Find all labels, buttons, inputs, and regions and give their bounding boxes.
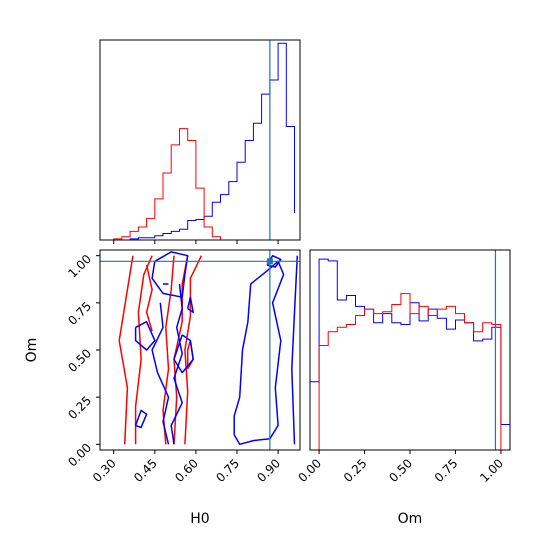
hist-om-panel [310, 250, 510, 450]
om-tick-label-x: 0.25 [341, 456, 370, 485]
om-tick-label-x: 0.75 [432, 456, 461, 485]
contour-red-4 [173, 255, 189, 445]
h0-tick-label: 0.45 [131, 456, 160, 485]
hist-om-frame [309, 249, 511, 451]
h0-tick-label: 0.60 [172, 456, 201, 485]
contour-red-2 [145, 264, 153, 332]
hist-h0-series-red [113, 128, 295, 240]
contour-red-1 [134, 255, 153, 445]
hist-h0-frame [99, 39, 301, 241]
contour-blue-8 [233, 260, 285, 446]
contour-blue-10 [291, 255, 299, 445]
om-tick-label-y: 0.25 [65, 393, 94, 422]
contour-blue-1 [151, 302, 170, 445]
contour-red-0 [118, 255, 134, 445]
hist-om-series-red [310, 293, 510, 450]
hist-h0-panel [113, 40, 295, 240]
contour-blue-3 [134, 320, 156, 351]
contour-red-3 [162, 255, 175, 445]
om-tick-label-x: 1.00 [477, 456, 506, 485]
om-tick-label-y: 0.00 [65, 441, 94, 470]
y-axis-label-om: Om [24, 338, 40, 363]
h0-tick-label: 0.75 [213, 456, 242, 485]
contour-blue-0 [151, 251, 189, 298]
om-tick-label-y: 0.50 [65, 346, 94, 375]
contour-blue-4 [173, 334, 194, 374]
x-axis-label-om: Om [398, 511, 423, 527]
om-tick-label-x: 0.50 [386, 456, 415, 485]
contour-red-5 [184, 255, 203, 445]
om-tick-label-x: 0.00 [295, 456, 324, 485]
contour-blue-6 [186, 296, 194, 314]
h0-tick-label: 0.90 [254, 456, 283, 485]
h0-tick-label: 0.30 [90, 456, 119, 485]
contour-panel [100, 250, 300, 450]
om-tick-label-y: 0.75 [65, 299, 94, 328]
contour-blue-5 [134, 409, 148, 429]
x-axis-label-h0: H0 [190, 511, 209, 527]
hist-om-series-blue [310, 258, 510, 450]
truth-point [266, 258, 273, 265]
om-tick-label-y: 1.00 [65, 252, 94, 281]
